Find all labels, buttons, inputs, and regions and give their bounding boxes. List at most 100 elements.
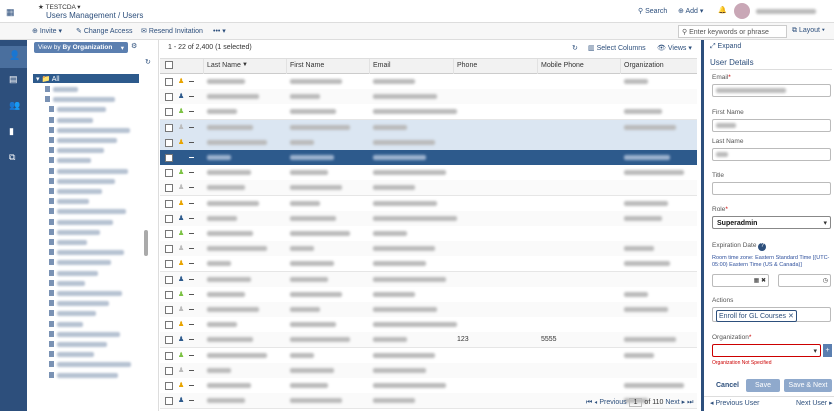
row[interactable]: ♟ [160, 89, 697, 106]
column-header[interactable]: Organization [624, 62, 664, 69]
row[interactable]: ♟ [160, 241, 697, 258]
row-checkbox[interactable] [165, 290, 173, 299]
row-checkbox[interactable] [165, 275, 173, 284]
tree-root[interactable]: ▾ 📁 All [33, 74, 139, 83]
row[interactable]: ♟ [160, 195, 697, 212]
row-menu[interactable] [189, 217, 194, 219]
apps-icon[interactable]: ▦ [6, 7, 15, 17]
tree-label[interactable] [57, 240, 87, 245]
row-menu[interactable] [189, 96, 194, 98]
row-menu[interactable] [189, 141, 194, 143]
tree-label[interactable] [57, 291, 122, 296]
nav-docs[interactable]: ⧉ [9, 152, 16, 162]
row-checkbox[interactable] [165, 230, 173, 238]
tree-label[interactable] [57, 107, 106, 113]
row-checkbox[interactable] [165, 199, 173, 208]
tree-label[interactable] [57, 219, 113, 225]
save-next[interactable]: Save & Next [784, 379, 832, 392]
row[interactable]: ♟ [160, 302, 697, 318]
tree-label[interactable] [57, 209, 126, 215]
row-checkbox[interactable] [165, 123, 173, 132]
view-by[interactable]: View by By Organization ▾ [34, 42, 128, 53]
row[interactable]: ♟ [160, 134, 697, 151]
layout[interactable]: ⧉ Layout ▾ [792, 27, 825, 34]
tree-label[interactable] [57, 260, 111, 266]
row-menu[interactable] [189, 385, 194, 386]
row-menu[interactable] [189, 324, 194, 326]
more[interactable]: ••• ▾ [213, 28, 226, 35]
row[interactable]: ♟ [160, 317, 697, 334]
row-checkbox[interactable] [165, 321, 173, 330]
email-input[interactable] [712, 84, 831, 97]
tree-label[interactable] [57, 138, 117, 143]
change-access[interactable]: ✎ Change Access [76, 28, 133, 35]
tree-label[interactable] [57, 117, 93, 123]
tree-label[interactable] [57, 301, 109, 307]
row[interactable]: ♟ [160, 104, 697, 121]
time-input[interactable]: ◷ [778, 274, 831, 287]
tree-label[interactable] [57, 321, 83, 327]
tree-label[interactable] [57, 158, 91, 164]
row[interactable]: ♟ [160, 347, 697, 364]
next-user[interactable]: Next User ▸ [796, 400, 833, 407]
row[interactable]: ♟ [160, 74, 697, 90]
search[interactable]: ⚲ Search [638, 8, 668, 15]
tree-label[interactable] [57, 178, 115, 184]
row-checkbox[interactable] [165, 93, 173, 102]
add-org[interactable]: + [823, 344, 832, 357]
expand[interactable]: ⤢ Expand [710, 43, 742, 50]
tree-label[interactable] [57, 331, 120, 337]
column-header[interactable]: Phone [457, 62, 478, 69]
refresh-grid[interactable]: ↻ [572, 45, 578, 52]
row-checkbox[interactable] [165, 184, 173, 193]
tree-label[interactable] [57, 189, 102, 194]
refresh[interactable]: ↻ [145, 59, 151, 66]
tree-label[interactable] [57, 148, 104, 154]
nav-groups[interactable]: 👥 [9, 100, 21, 110]
row-menu[interactable] [189, 172, 194, 174]
row-checkbox[interactable] [165, 154, 173, 162]
row-menu[interactable] [189, 354, 194, 356]
actions-input[interactable]: Enroll for GL Courses ✕ [712, 307, 831, 322]
row[interactable]: ♟ [160, 150, 697, 166]
row-menu[interactable] [189, 81, 194, 82]
row[interactable]: ♟ [160, 210, 697, 227]
role-select[interactable]: Superadmin ▾ [712, 216, 831, 229]
page-input[interactable]: 1 [628, 398, 643, 407]
row[interactable]: ♟ [160, 286, 697, 303]
row-menu[interactable] [189, 187, 194, 189]
tree-label[interactable] [57, 127, 130, 133]
row-checkbox[interactable] [165, 108, 173, 117]
prev-page[interactable]: Previous [599, 399, 627, 406]
row-menu[interactable] [189, 202, 194, 204]
bell[interactable]: 🔔 [718, 7, 727, 14]
column-header[interactable]: Email [373, 62, 391, 69]
row-menu[interactable] [189, 157, 194, 158]
next-page[interactable]: Next [665, 399, 680, 406]
column-header[interactable]: Last Name [207, 62, 241, 69]
row-checkbox[interactable] [165, 382, 173, 390]
tree-label[interactable] [57, 229, 100, 235]
column-header[interactable]: Mobile Phone [541, 62, 584, 69]
invite[interactable]: ⊕ Invite ▾ [32, 28, 63, 35]
tree-label[interactable] [57, 199, 89, 205]
row-checkbox[interactable] [165, 336, 173, 345]
last-name-input[interactable] [712, 148, 831, 161]
resend[interactable]: ✉ Resend Invitation [141, 28, 203, 35]
tree-label[interactable] [53, 87, 78, 92]
row-menu[interactable] [189, 293, 194, 295]
date-input[interactable]: ▦ ✖ [712, 274, 769, 287]
action-tag[interactable]: Enroll for GL Courses ✕ [716, 310, 797, 322]
row-menu[interactable] [189, 111, 194, 113]
tree-label[interactable] [57, 311, 96, 317]
row-checkbox[interactable] [165, 78, 173, 86]
views[interactable]: 👁 Views ▾ [657, 45, 692, 52]
add[interactable]: ⊕ Add ▾ [678, 8, 704, 15]
save[interactable]: Save [746, 379, 780, 392]
tree-label[interactable] [57, 352, 94, 358]
organization-select[interactable]: ▾ [712, 344, 821, 357]
select-all[interactable] [165, 61, 173, 69]
row-menu[interactable] [189, 339, 194, 341]
org-name[interactable]: ★ TESTCDA ▾ [38, 4, 81, 11]
row[interactable]: ♟ [160, 180, 697, 197]
